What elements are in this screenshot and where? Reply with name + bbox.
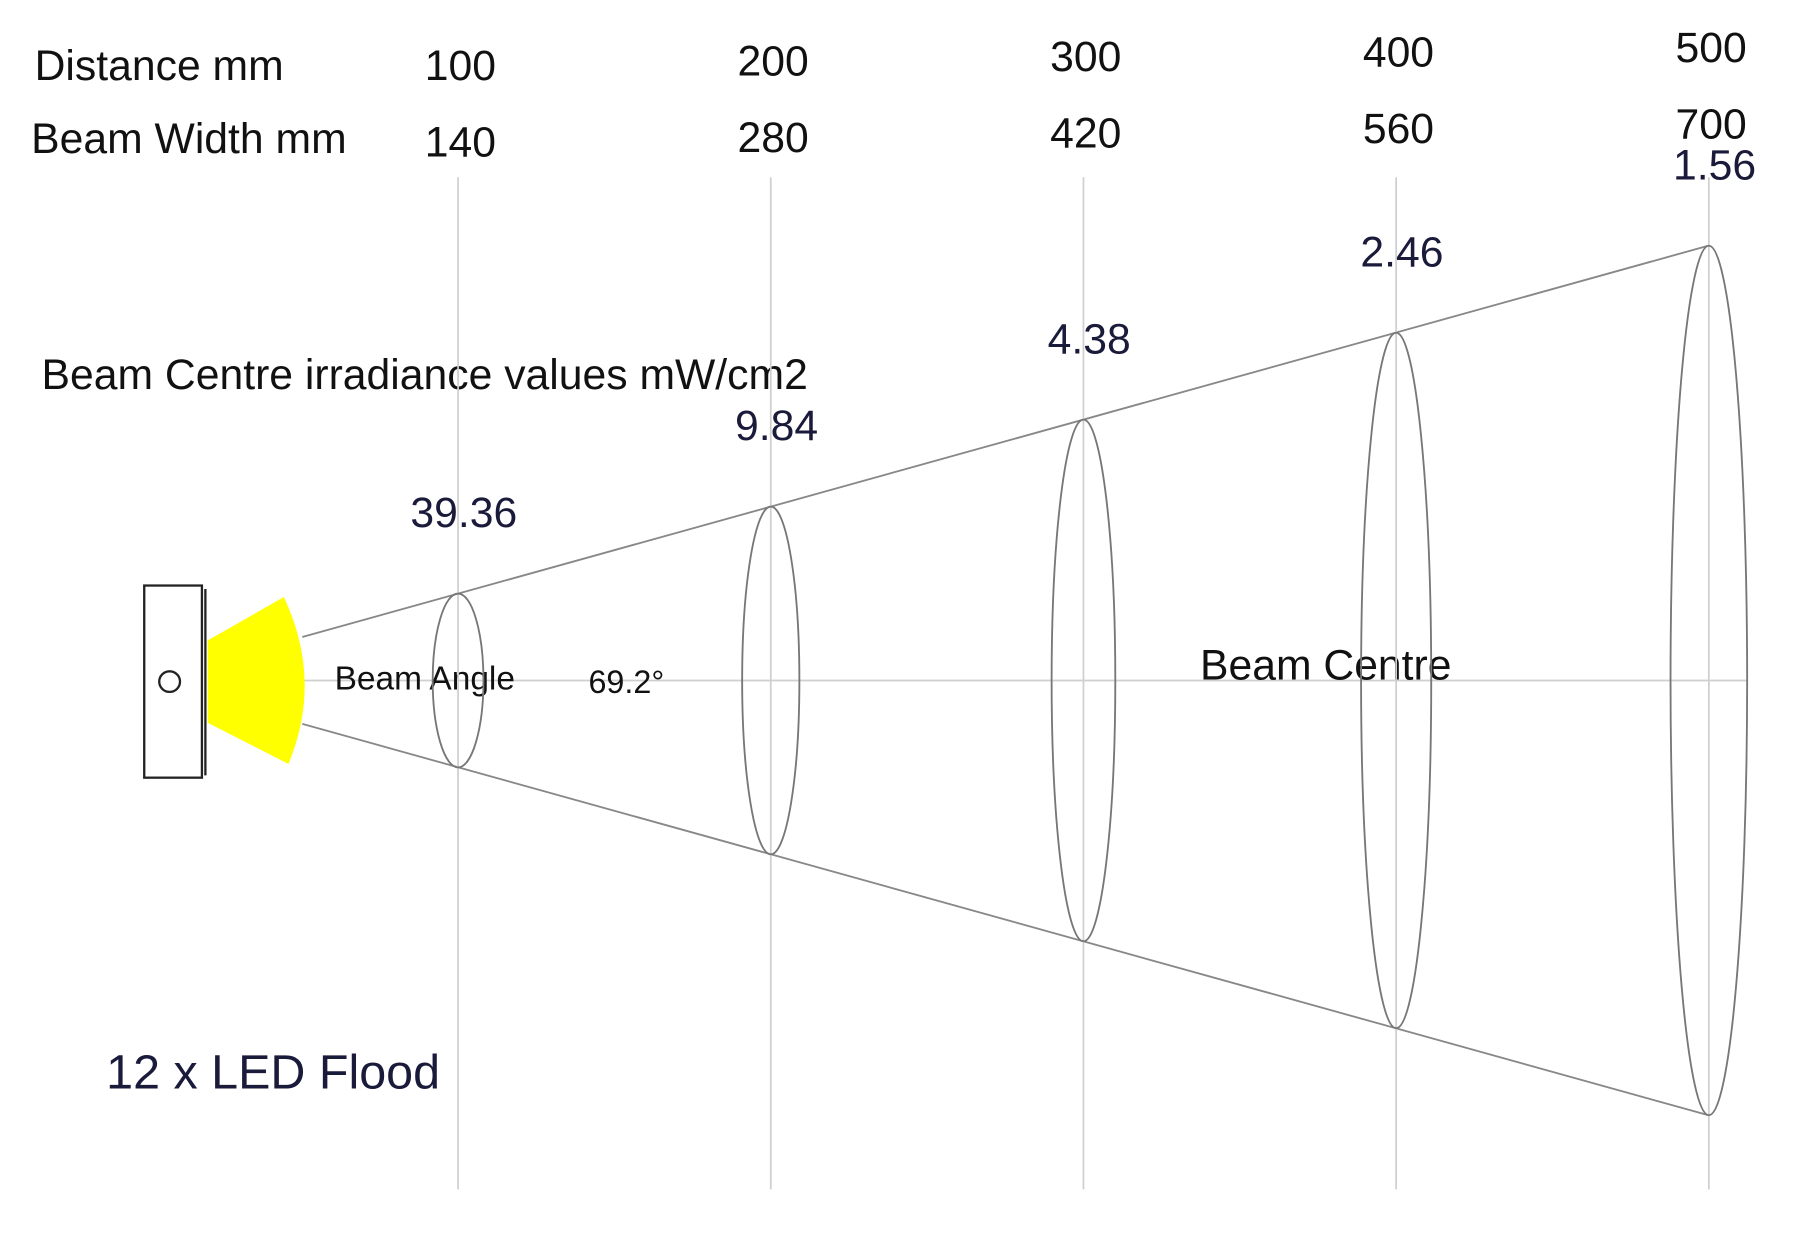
device-body [143,584,204,779]
device-led [158,670,182,694]
irradiance-value: 4.38 [1048,316,1131,363]
beam-cross-section [1669,244,1749,1117]
distance-value: 100 [425,43,496,90]
device-label: 12 x LED Flood [106,1046,440,1100]
width-value: 420 [1050,111,1121,158]
width-value: 700 [1676,102,1747,149]
width-label: Beam Width mm [31,116,346,163]
beam-centre-label: Beam Centre [1200,642,1452,689]
irradiance-label: Beam Centre irradiance values mW/cm2 [42,352,808,399]
irradiance-value: 39.36 [410,490,517,537]
beam-cross-section [431,592,485,769]
distance-label: Distance mm [35,43,284,90]
irradiance-value: 9.84 [735,403,818,450]
beam-cross-section [741,505,801,856]
distance-value: 200 [737,39,808,86]
distance-value: 300 [1050,34,1121,81]
width-value: 140 [425,120,496,167]
irradiance-value: 2.46 [1360,230,1443,277]
light-wedge [207,596,305,764]
beam-cross-section [1050,418,1117,943]
beam-angle-value: 69.2° [588,664,664,700]
width-value: 280 [737,115,808,162]
distance-value: 500 [1676,25,1747,72]
beam-cross-section [1360,331,1433,1030]
distance-value: 400 [1363,29,1434,76]
cone-edge [302,245,1708,638]
width-value: 560 [1363,106,1434,153]
irradiance-value: 1.56 [1673,143,1756,190]
cone-edge [302,723,1708,1116]
beam-angle-label: Beam Angle [335,661,515,698]
